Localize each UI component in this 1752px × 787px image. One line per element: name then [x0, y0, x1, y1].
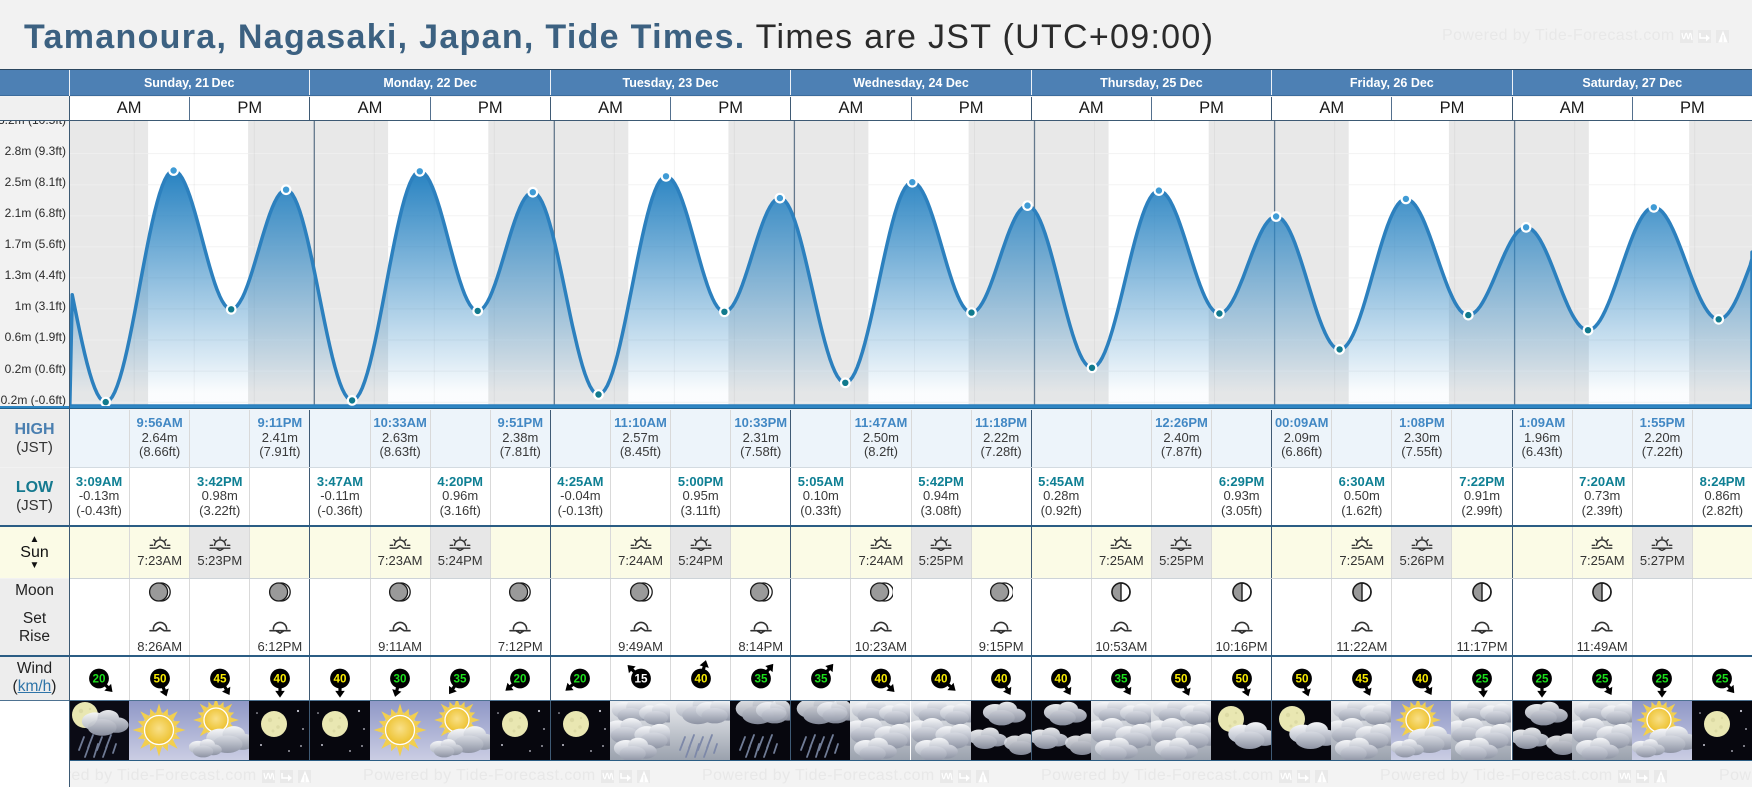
- svg-text:35: 35: [454, 672, 467, 685]
- svg-text:20: 20: [514, 672, 527, 685]
- svg-text:40: 40: [273, 672, 286, 685]
- svg-text:40: 40: [694, 672, 707, 685]
- svg-text:20: 20: [93, 672, 106, 685]
- svg-text:25: 25: [1656, 672, 1669, 685]
- svg-text:50: 50: [1235, 672, 1248, 685]
- svg-text:20: 20: [574, 672, 587, 685]
- svg-text:50: 50: [153, 672, 166, 685]
- svg-text:50: 50: [1175, 672, 1188, 685]
- svg-text:45: 45: [1355, 672, 1368, 685]
- svg-text:35: 35: [1115, 672, 1128, 685]
- svg-text:40: 40: [935, 672, 948, 685]
- svg-text:40: 40: [1415, 672, 1428, 685]
- svg-text:35: 35: [814, 672, 827, 685]
- svg-text:25: 25: [1536, 672, 1549, 685]
- svg-text:40: 40: [1055, 672, 1068, 685]
- svg-text:30: 30: [394, 672, 407, 685]
- svg-text:50: 50: [1295, 672, 1308, 685]
- svg-text:25: 25: [1716, 672, 1729, 685]
- svg-text:40: 40: [995, 672, 1008, 685]
- svg-text:40: 40: [874, 672, 887, 685]
- svg-text:15: 15: [634, 672, 647, 685]
- svg-text:40: 40: [333, 672, 346, 685]
- svg-text:35: 35: [754, 672, 767, 685]
- svg-text:25: 25: [1476, 672, 1489, 685]
- svg-text:25: 25: [1596, 672, 1609, 685]
- svg-text:45: 45: [213, 672, 226, 685]
